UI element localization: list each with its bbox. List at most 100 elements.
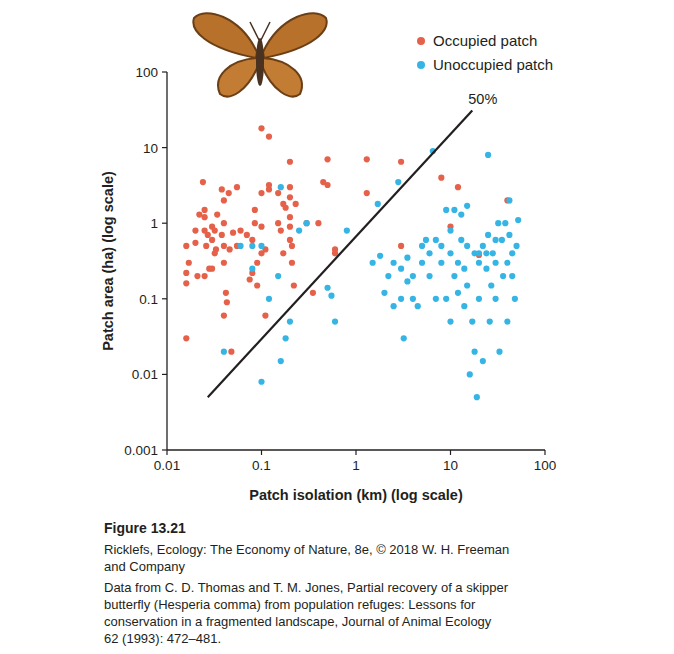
x-tick-label: 0.01 [154,458,180,473]
y-tick [162,147,167,148]
point [404,278,410,284]
x-tick-label: 1 [352,458,360,473]
point [212,250,218,256]
point [278,227,284,233]
plot-area [183,110,521,400]
point [438,175,444,181]
point [287,184,293,190]
point [506,197,512,203]
point [324,182,330,188]
point [226,190,232,196]
point [504,318,510,324]
y-tick-label: 0.001 [124,443,158,458]
point [395,179,401,185]
point [227,246,233,252]
point [423,237,429,243]
point [476,250,482,256]
y-axis-title: Patch area (ha) (log scale) [100,171,116,351]
point [385,273,391,279]
point [469,318,475,324]
point [506,232,512,238]
x-tick [544,450,545,455]
point [492,260,498,266]
y-tick [162,71,167,72]
point [224,299,230,305]
point [504,260,510,266]
point [202,273,208,279]
point [480,243,486,249]
reference-line-label: 50% [468,91,497,107]
point [183,280,189,286]
point [219,186,225,192]
point [485,152,491,158]
point [214,211,220,217]
point [398,296,404,302]
source-line: butterfly (Hesperia comma) from populati… [104,597,476,612]
point [492,237,498,243]
point [289,260,295,266]
point [483,250,489,256]
point [287,224,293,230]
wing [263,13,327,58]
point [455,184,461,190]
point [487,318,493,324]
y-tick-label: 0.01 [132,367,158,382]
point [186,260,192,266]
y-tick-label: 100 [135,65,158,80]
point [515,217,521,223]
point [495,220,501,226]
source-line: conservation in a fragmented landscape, … [104,614,492,629]
point [490,250,496,256]
x-tick [166,450,167,455]
point [410,296,416,302]
point [303,220,309,226]
y-axis [166,72,167,450]
antenna [250,22,270,40]
point [391,260,397,266]
point [370,260,376,266]
point [194,273,200,279]
point [287,194,293,200]
point [438,260,444,266]
point [287,237,293,243]
source-line: and Company [104,559,185,574]
point [401,335,407,341]
point [404,255,410,261]
point [433,237,439,243]
point [483,266,489,272]
point [183,270,189,276]
legend: Occupied patchUnoccupied patch [417,32,553,73]
point [249,266,255,272]
wing [193,13,257,58]
point [293,201,299,207]
point [476,296,482,302]
point [415,303,421,309]
source-line: Ricklefs, Ecology: The Economy of Nature… [104,542,509,557]
point [438,243,444,249]
point [221,260,227,266]
point [219,232,225,238]
point [375,201,381,207]
point [419,243,425,249]
point [344,227,350,233]
point [287,214,293,220]
point [196,211,202,217]
y-tick [162,449,167,450]
point [278,184,284,190]
legend-marker [417,37,425,45]
point [461,303,467,309]
y-tick-label: 1 [150,216,158,231]
point [221,243,227,249]
legend-marker [417,61,425,69]
point [221,197,227,203]
reference-line [208,110,473,397]
point [252,220,258,226]
point [223,290,229,296]
point [512,296,518,302]
y-tick-label: 10 [143,141,158,156]
point [221,349,227,355]
point [464,243,470,249]
point [391,303,397,309]
legend-label: Unoccupied patch [433,56,553,73]
point [502,220,508,226]
